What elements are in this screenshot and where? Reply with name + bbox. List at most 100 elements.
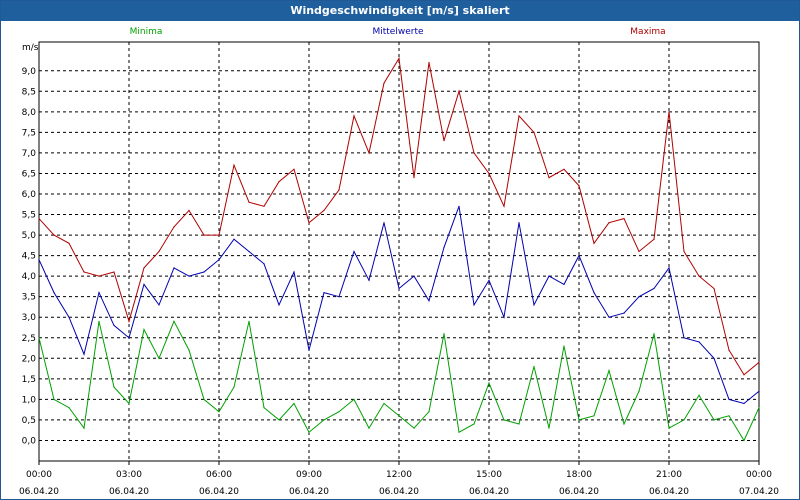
data-point-maxima [83,271,85,273]
data-point-mittelwerte [458,205,460,207]
data-point-mittelwerte [488,279,490,281]
data-point-minima [368,427,370,429]
y-tick-label: 1,5 [22,375,36,385]
data-point-maxima [653,238,655,240]
data-point-mittelwerte [623,312,625,314]
y-tick-label: 1,0 [22,395,37,405]
data-point-mittelwerte [578,255,580,257]
data-point-mittelwerte [563,283,565,285]
data-point-minima [503,419,505,421]
data-point-maxima [683,250,685,253]
legend-minima: Minima [130,27,163,37]
data-point-maxima [638,250,640,253]
data-point-minima [248,320,250,322]
y-tick-label: 3,5 [22,293,36,303]
x-tick-date: 06.04.20 [199,487,239,497]
data-point-maxima [398,57,400,60]
data-point-mittelwerte [338,296,340,298]
data-point-mittelwerte [698,341,700,343]
data-point-maxima [518,115,520,117]
x-tick-time: 03:00 [116,470,142,480]
y-tick-label: 8,5 [22,87,36,97]
x-tick-time: 12:00 [386,470,412,480]
data-point-mittelwerte [743,402,745,405]
x-tick-date: 07.04.20 [739,487,779,497]
data-point-minima [128,402,130,405]
data-point-maxima [188,209,190,211]
data-point-mittelwerte [593,292,595,294]
data-point-maxima [68,242,70,244]
data-point-minima [473,423,475,425]
x-tick-time: 21:00 [656,470,682,480]
data-point-mittelwerte [428,300,430,302]
data-point-maxima [248,201,250,203]
x-tick-time: 18:00 [566,470,592,480]
data-point-maxima [38,218,40,220]
data-point-minima [263,407,265,409]
data-point-maxima [353,115,355,117]
data-point-maxima [368,152,370,154]
data-point-mittelwerte [53,292,55,294]
data-point-minima [653,333,655,335]
data-point-mittelwerte [728,398,730,400]
data-point-maxima [758,361,760,363]
data-point-minima [623,423,625,425]
data-point-mittelwerte [233,238,235,240]
data-point-minima [323,419,325,421]
data-point-mittelwerte [683,337,685,339]
data-point-mittelwerte [218,259,220,261]
data-point-minima [383,402,385,405]
y-tick-label: 2,5 [22,334,36,344]
data-point-maxima [563,168,565,170]
data-point-mittelwerte [653,287,655,290]
data-point-minima [188,349,190,351]
data-point-mittelwerte [353,250,355,253]
data-point-minima [578,419,580,421]
data-point-maxima [533,131,535,133]
data-point-maxima [143,267,145,269]
y-tick-label: 4,0 [22,272,37,282]
x-tick-date: 06.04.20 [19,487,59,497]
data-point-maxima [323,209,325,211]
data-point-minima [143,328,145,331]
data-point-minima [38,337,40,339]
x-tick-time: 06:00 [206,470,232,480]
data-point-maxima [263,205,265,207]
data-point-maxima [203,234,205,236]
data-point-mittelwerte [113,324,115,326]
data-point-maxima [668,111,670,113]
data-point-maxima [53,234,55,236]
data-point-minima [68,407,70,409]
y-tick-label: 3,0 [22,313,37,323]
data-point-mittelwerte [758,390,760,392]
data-point-maxima [233,164,235,166]
data-point-maxima [413,177,415,179]
data-point-minima [518,423,520,425]
data-point-maxima [728,349,730,351]
x-tick-time: 15:00 [476,470,502,480]
data-point-maxima [743,374,745,376]
data-point-mittelwerte [638,296,640,298]
data-point-mittelwerte [293,271,295,273]
data-point-mittelwerte [368,279,370,281]
data-point-maxima [458,90,460,92]
data-point-minima [293,402,295,405]
series-lines [38,56,760,442]
y-tick-label: 9,0 [22,67,37,77]
data-point-minima [458,431,460,433]
data-point-minima [698,394,700,396]
data-point-maxima [338,189,340,191]
data-point-minima [278,419,280,421]
data-point-minima [338,411,340,413]
x-tick-date: 06.04.20 [649,487,689,497]
data-point-maxima [128,320,130,322]
data-point-mittelwerte [413,275,415,277]
data-point-minima [638,390,640,392]
data-point-minima [428,411,430,413]
y-tick-label: 8,0 [22,108,37,118]
data-point-minima [308,431,310,433]
data-point-minima [83,427,85,429]
y-axis-ticks: 9,0 8,5 8,0 7,5 7,0 6,5 6,0 5,5 5,0 4,5 4,0 3,5 3,0 2… [22,67,37,447]
